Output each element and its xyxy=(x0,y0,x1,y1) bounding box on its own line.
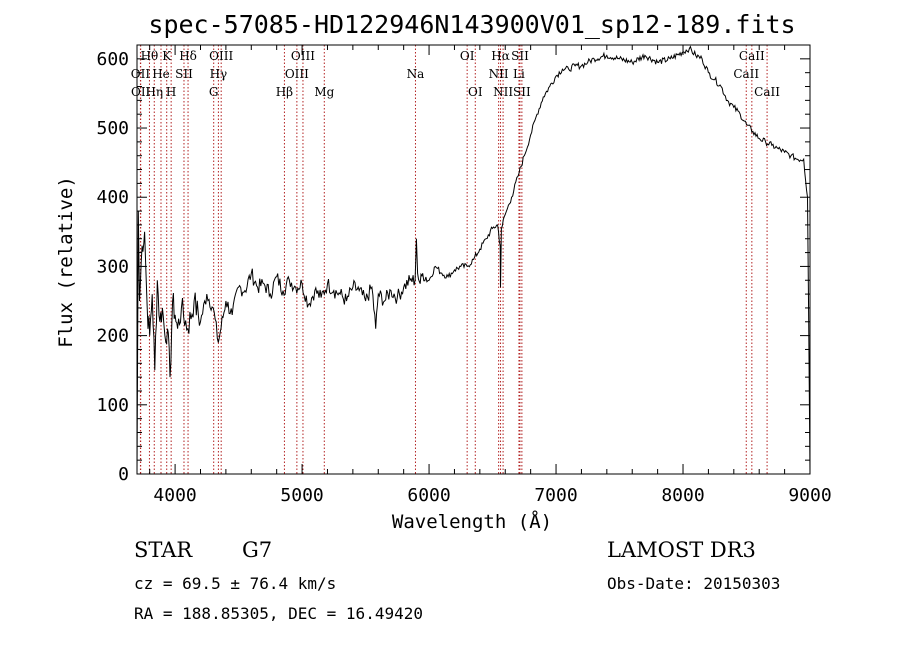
chart-title: spec-57085-HD122946N143900V01_sp12-189.f… xyxy=(148,10,795,39)
line-label: CaII xyxy=(739,49,765,63)
line-label: SII xyxy=(511,49,529,63)
x-tick-label: 4000 xyxy=(153,485,196,506)
y-tick-label: 500 xyxy=(96,118,129,139)
line-label: G xyxy=(209,85,219,99)
y-tick-label: 600 xyxy=(96,49,129,70)
line-label: SII xyxy=(513,85,531,99)
line-label: OI xyxy=(468,85,483,99)
line-label: OIII xyxy=(209,49,233,63)
line-label: OIII xyxy=(285,67,309,81)
spectrum-plot: spec-57085-HD122946N143900V01_sp12-189.f… xyxy=(55,10,832,533)
line-label: Hγ xyxy=(210,67,228,81)
observation-date: Obs-Date: 20150303 xyxy=(607,574,781,593)
axis-ticks: 4000 5000 6000 7000 8000 9000 0 100 200 300 400 500… xyxy=(96,44,832,506)
plot-frame xyxy=(136,44,811,475)
y-tick-label: 200 xyxy=(96,326,129,347)
y-tick-label: 0 xyxy=(118,464,129,485)
line-label: SII xyxy=(175,67,193,81)
line-markers xyxy=(139,45,768,474)
spectrum-line xyxy=(136,45,811,475)
y-tick-label: 300 xyxy=(96,256,129,277)
line-label: CaII xyxy=(733,67,759,81)
object-class: STAR xyxy=(134,538,193,562)
x-tick-label: 7000 xyxy=(534,485,577,506)
line-label: Hα xyxy=(491,49,510,63)
x-tick-label: 9000 xyxy=(788,485,831,506)
line-label: NII xyxy=(489,67,509,81)
x-tick-label: 8000 xyxy=(661,485,704,506)
line-label: Hη xyxy=(145,85,163,99)
line-label: OI xyxy=(460,49,475,63)
x-tick-label: 6000 xyxy=(407,485,450,506)
line-label: Hδ xyxy=(179,49,197,63)
y-tick-label: 400 xyxy=(96,187,129,208)
y-tick-label: 100 xyxy=(96,395,129,416)
x-axis-label: Wavelength (Å) xyxy=(392,510,552,533)
object-subclass: G7 xyxy=(242,538,273,562)
line-label: Na xyxy=(407,67,425,81)
line-label: OII xyxy=(131,67,151,81)
line-label: Mg xyxy=(314,85,334,99)
line-label: NII xyxy=(493,85,513,99)
x-tick-label: 5000 xyxy=(280,485,323,506)
line-label: Hβ xyxy=(276,85,293,99)
survey-name: LAMOST DR3 xyxy=(607,538,756,562)
line-label: OIII xyxy=(291,49,315,63)
line-label: Hθ xyxy=(141,49,159,63)
line-label: Li xyxy=(513,67,525,81)
line-label: He xyxy=(152,67,170,81)
ra-dec: RA = 188.85305, DEC = 16.49420 xyxy=(134,604,423,623)
y-axis-label: Flux (relative) xyxy=(55,176,77,348)
line-label: OII xyxy=(131,85,151,99)
line-label: H xyxy=(166,85,176,99)
line-label: CaII xyxy=(754,85,780,99)
redshift-velocity: cz = 69.5 ± 76.4 km/s xyxy=(134,574,337,593)
line-label: K xyxy=(162,49,172,63)
